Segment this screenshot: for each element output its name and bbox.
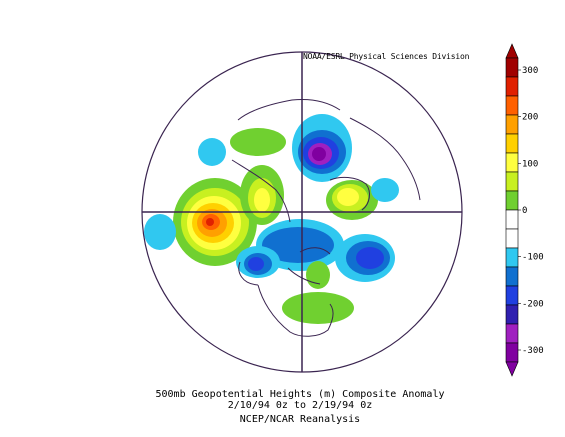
positive-anomaly-us [282,292,354,324]
colorbar-segment [505,266,519,287]
colorbar-segment [505,171,519,192]
colorbar-segment [505,323,519,344]
credit-text: NOAA/ESRL Physical Sciences Division [303,52,470,61]
anomaly-fields [144,114,399,324]
caption-title: 500mb Geopotential Heights (m) Composite… [155,389,445,400]
coastlines [231,99,421,337]
colorbar-segment [505,247,519,268]
colorbar-arrow-bottom [505,361,519,377]
colorbar-segment [505,152,519,173]
colorbar-label: -200 [522,299,544,309]
colorbar-segment [505,285,519,306]
colorbar-segment [505,95,519,116]
colorbar-segment [505,114,519,135]
colorbar-label: -100 [522,253,544,263]
colorbar-segment [505,342,519,363]
colorbar-segment [505,209,519,230]
colorbar-label: 200 [522,113,538,123]
caption-source: NCEP/NCAR Reanalysis [239,414,361,425]
colorbar-label: 100 [522,159,538,169]
caption-dates: 2/10/94 0z to 2/19/94 0z [227,400,373,411]
colorbar-arrow-top [505,43,519,59]
colorbar-label: 0 [522,206,527,216]
colorbar-segment [505,190,519,211]
colorbar-segment [505,57,519,78]
colorbar-segment [505,228,519,249]
colorbar-label: 300 [522,66,538,76]
colorbar-segment [505,76,519,97]
colorbar-segment [505,133,519,154]
colorbar-label: -300 [522,346,544,356]
colorbar-segment [505,304,519,325]
colorbar: 300 200 100 0 -100 -200 -300 [505,43,544,377]
